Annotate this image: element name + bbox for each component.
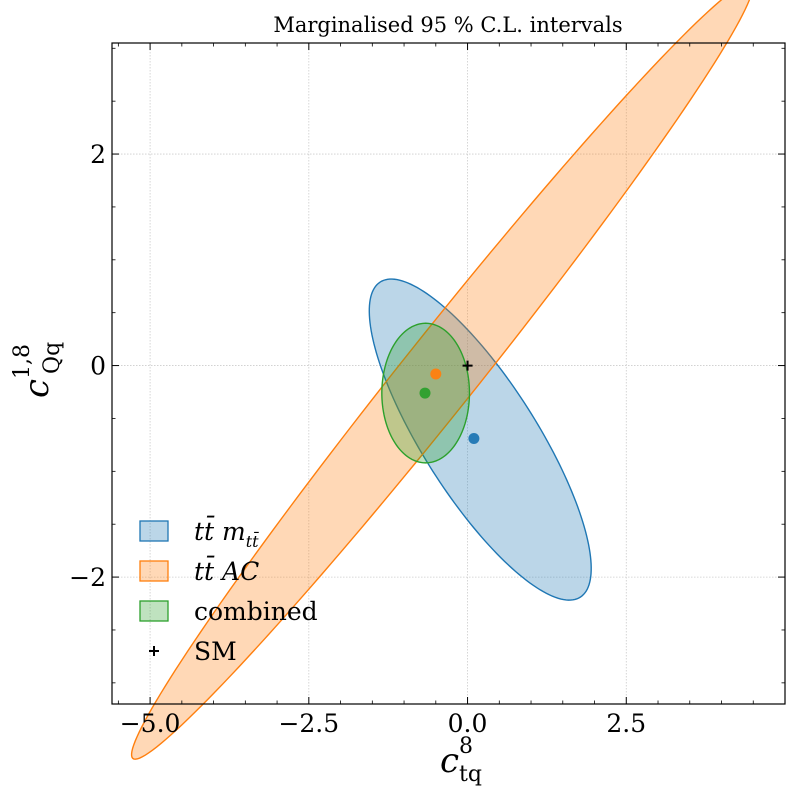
x-tick-label: 2.5 (606, 709, 646, 738)
legend-swatch (139, 520, 169, 542)
legend-label: tt̄ mtt̄ (194, 517, 259, 551)
x-axis-label-base: c (440, 741, 459, 781)
best-fit-points (419, 360, 480, 445)
chart-title: Marginalised 95 % C.L. intervals (273, 13, 622, 37)
ellipse-tt-ac (130, 0, 751, 760)
legend-label: tt̄ AC (194, 557, 259, 586)
x-axis-label-sup: 8 (459, 734, 473, 759)
x-tick-label: −5.0 (120, 709, 181, 738)
y-axis-label-sup: 1,8 (10, 344, 35, 379)
y-axis-label-sub: Qq (40, 342, 65, 374)
best-fit-point (468, 433, 480, 445)
x-tick-label: −2.5 (278, 709, 339, 738)
confidence-ellipses (130, 0, 751, 760)
y-tick-label: 2 (90, 140, 106, 169)
y-tick-label: 0 (90, 352, 106, 381)
legend-swatch (139, 560, 169, 582)
x-axis-label: c8 tq (440, 734, 482, 787)
best-fit-point (430, 368, 442, 380)
legend-sm-marker (149, 646, 159, 656)
y-tick-label: −2 (69, 563, 106, 592)
legend-swatch (139, 600, 169, 622)
legend-label: combined (194, 597, 318, 626)
sm-point-marker (462, 360, 473, 371)
ellipse-tt-m (368, 278, 592, 601)
y-axis-label-base: c (17, 379, 57, 398)
y-axis-label: c1,8 Qq (10, 342, 65, 398)
y-axis-label-group: c1,8 Qq (10, 342, 65, 398)
plot-frame (111, 42, 786, 705)
axis-ticks: −5.0 −2.5 0.0 2.5 −2 0 2 (69, 43, 786, 738)
legend: tt̄ mtt̄ tt̄ AC combined SM (139, 517, 318, 666)
best-fit-point (419, 387, 431, 399)
x-axis-label-sub: tq (459, 762, 482, 787)
legend-label-sm: SM (194, 637, 237, 666)
x-tick-label: 0.0 (448, 709, 488, 738)
